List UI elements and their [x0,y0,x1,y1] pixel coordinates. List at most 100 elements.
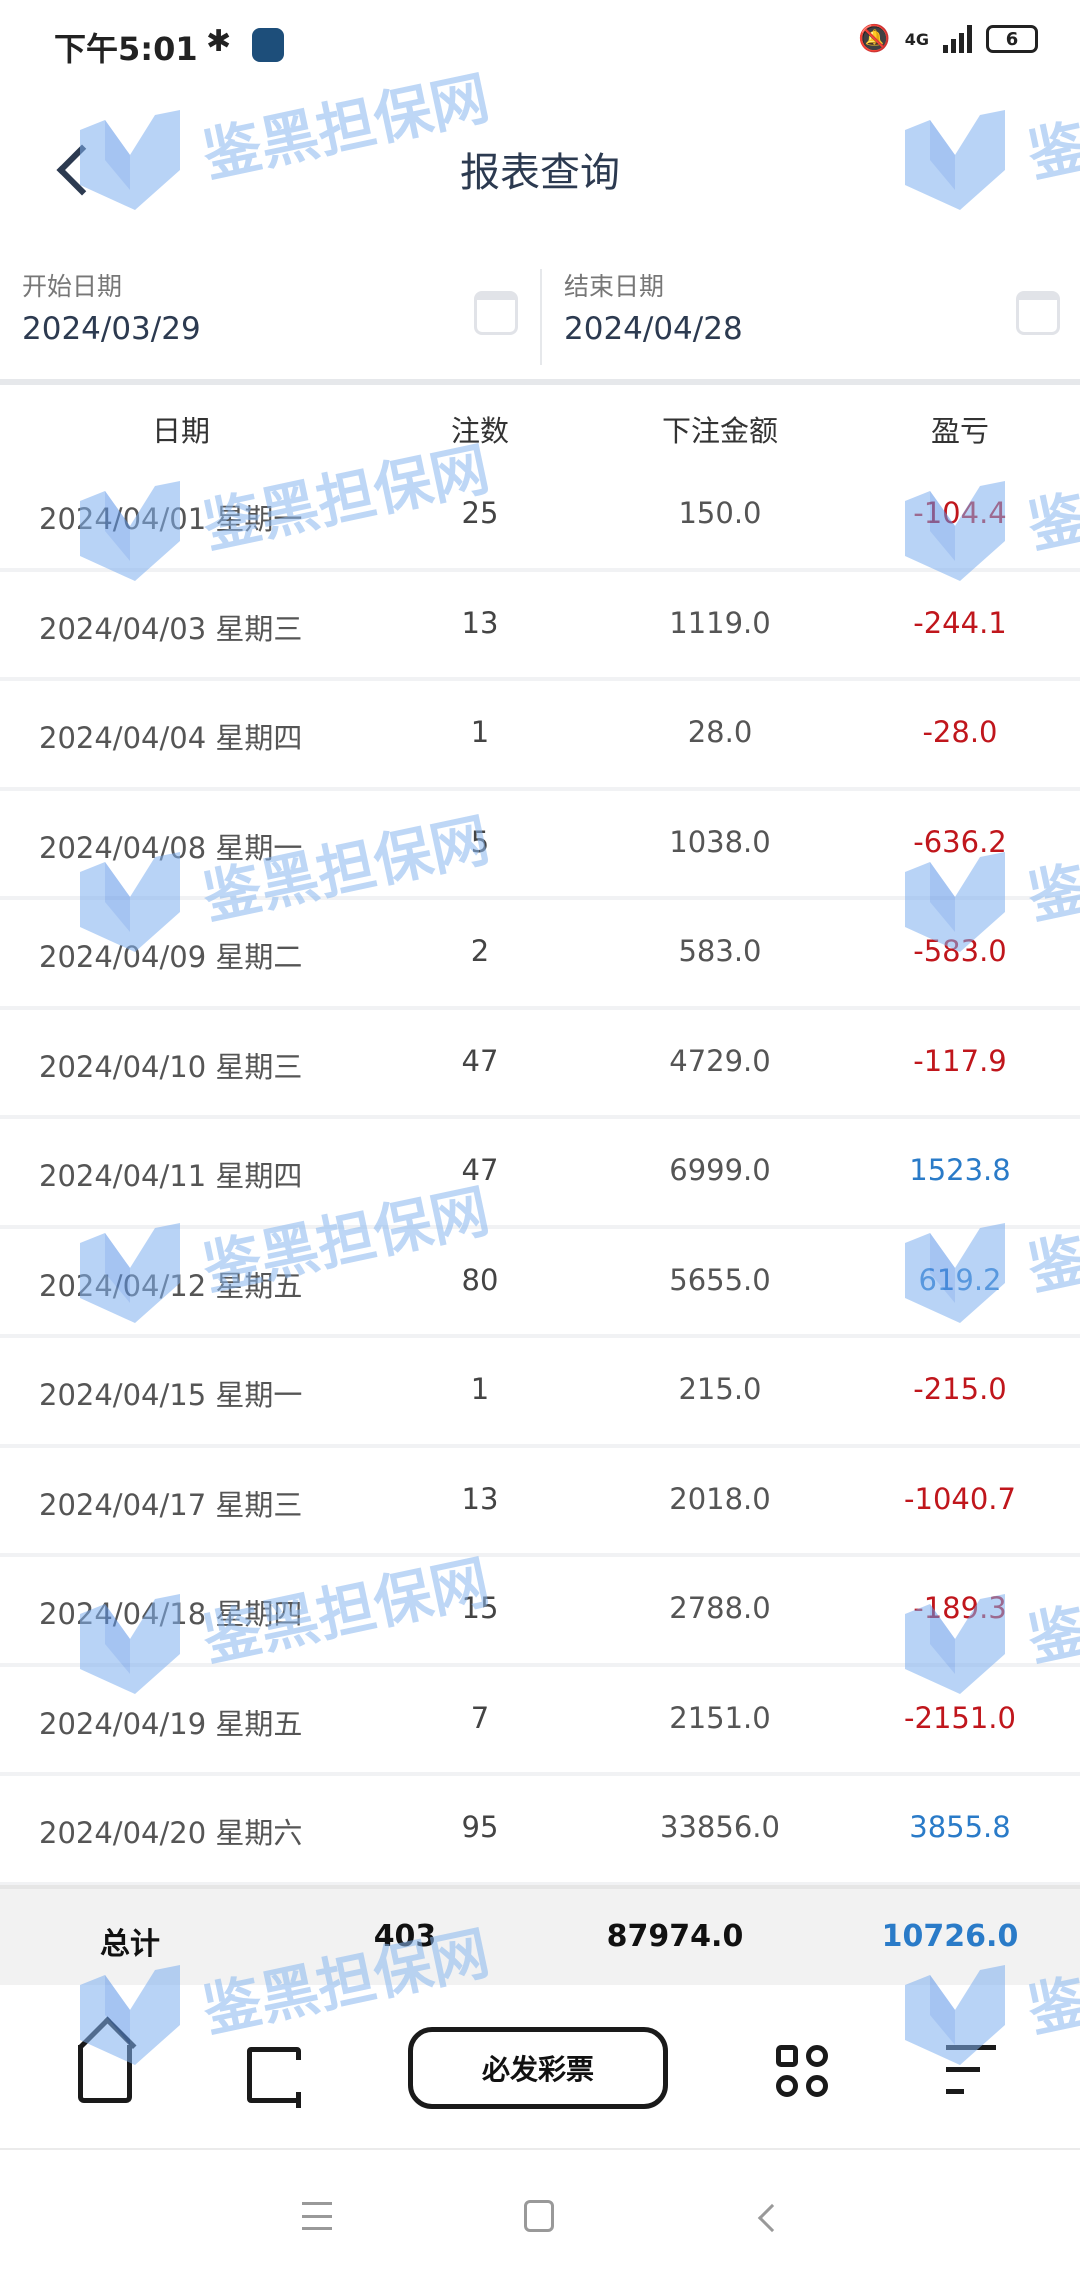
table-row: 2024/04/15 星期一 1 215.0 -215.0 [0,1338,1080,1448]
table-header: 日期 注数 下注金额 盈亏 [0,390,1080,462]
row-pnl: -1040.7 [904,1481,1016,1516]
bluetooth-icon: ✱ [206,24,232,59]
row-pnl: -2151.0 [904,1700,1016,1735]
table-row: 2024/04/09 星期二 2 583.0 -583.0 [0,900,1080,1010]
battery-icon: 6 [986,25,1038,53]
row-date: 2024/04/15 星期一 [39,1378,303,1412]
bottom-nav: 必发彩票 [0,1985,1080,2150]
row-date: 2024/04/03 星期三 [39,611,303,646]
back-nav-icon[interactable] [757,2203,787,2233]
row-amount: 2788.0 [669,1591,771,1625]
row-date: 2024/04/19 星期五 [39,1706,303,1741]
calendar-icon[interactable] [1016,291,1060,335]
row-amount: 33856.0 [660,1810,780,1844]
row-amount: 2151.0 [669,1700,771,1735]
row-date: 2024/04/01 星期一 [39,502,303,536]
network-type: 4G [904,29,929,49]
column-count: 注数 [450,414,509,448]
row-pnl: 1523.8 [909,1153,1011,1187]
column-amount: 下注金额 [661,414,778,448]
table-row: 2024/04/03 星期三 13 1119.0 -244.1 [0,572,1080,681]
summary-row: 总计 403 87974.0 10726.0 [0,1885,1080,1985]
home-nav-icon[interactable] [524,2200,554,2232]
table-row: 2024/04/04 星期四 1 28.0 -28.0 [0,681,1080,791]
row-pnl: -28.0 [922,715,998,749]
summary-count: 403 [373,1919,437,1954]
status-bar: 下午5:01 ✱ 🔕 4G 6 [0,0,1080,90]
row-amount: 583.0 [678,934,762,968]
table-row: 2024/04/01 星期一 25 150.0 -104.4 [0,462,1080,572]
row-amount: 6999.0 [669,1153,771,1187]
end-date-label: 结束日期 [564,272,665,301]
home-icon[interactable] [78,2045,132,2103]
row-amount: 215.0 [678,1372,762,1406]
row-count: 1 [470,1372,490,1406]
row-amount: 1119.0 [669,605,771,640]
start-date-field[interactable]: 开始日期 2024/03/29 [0,255,540,375]
end-date-value: 2024/04/28 [564,311,743,347]
status-time: 下午5:01 [54,30,198,68]
table-row: 2024/04/10 星期三 47 4729.0 -117.9 [0,1010,1080,1119]
row-count: 7 [470,1700,490,1735]
row-date: 2024/04/17 星期三 [39,1487,303,1522]
row-count: 15 [461,1591,499,1625]
row-count: 47 [461,1153,499,1187]
row-date: 2024/04/09 星期二 [39,940,303,974]
row-count: 1 [470,715,490,749]
mute-icon: 🔕 [858,24,891,54]
recents-icon[interactable] [302,2202,332,2230]
menu-icon[interactable] [946,2045,996,2095]
row-pnl: -583.0 [913,934,1007,968]
page-title: 报表查询 [460,150,620,196]
table-row: 2024/04/11 星期四 47 6999.0 1523.8 [0,1119,1080,1229]
row-count: 95 [461,1810,499,1844]
orders-icon[interactable] [247,2047,301,2108]
start-date-label: 开始日期 [22,272,123,301]
row-pnl: -117.9 [913,1043,1007,1078]
table-row: 2024/04/19 星期五 7 2151.0 -2151.0 [0,1667,1080,1776]
row-pnl: -189.3 [913,1591,1007,1625]
app-notification-icon [252,28,284,62]
row-amount: 4729.0 [669,1043,771,1078]
table-row: 2024/04/18 星期四 15 2788.0 -189.3 [0,1557,1080,1667]
header: 报表查询 [0,110,1080,220]
start-date-value: 2024/03/29 [22,311,201,347]
row-date: 2024/04/12 星期五 [39,1268,303,1303]
summary-amount: 87974.0 [606,1919,744,1954]
row-count: 47 [461,1043,499,1078]
row-amount: 28.0 [687,715,753,749]
table-row: 2024/04/20 星期六 95 33856.0 3855.8 [0,1776,1080,1886]
row-date: 2024/04/20 星期六 [39,1816,303,1850]
date-range: 开始日期 2024/03/29 结束日期 2024/04/28 [0,255,1080,385]
apps-icon[interactable] [776,2045,832,2101]
row-pnl: -104.4 [913,496,1007,530]
row-pnl: -636.2 [913,824,1007,859]
signal-icon [943,25,972,53]
row-count: 80 [461,1262,499,1297]
row-pnl: 619.2 [918,1262,1002,1297]
calendar-icon[interactable] [474,291,518,335]
row-amount: 150.0 [678,496,762,530]
row-pnl: -215.0 [913,1372,1007,1406]
system-nav-bar [0,2152,1080,2280]
row-date: 2024/04/11 星期四 [39,1159,303,1193]
row-count: 2 [470,934,490,968]
row-date: 2024/04/18 星期四 [39,1597,303,1631]
row-pnl: 3855.8 [909,1810,1011,1844]
row-amount: 1038.0 [669,824,771,859]
divider [540,269,542,365]
row-pnl: -244.1 [913,605,1007,640]
row-amount: 5655.0 [669,1262,771,1297]
end-date-field[interactable]: 结束日期 2024/04/28 [542,255,1080,375]
row-date: 2024/04/08 星期一 [39,830,303,865]
summary-label: 总计 [100,1927,160,1962]
table-row: 2024/04/12 星期五 80 5655.0 619.2 [0,1229,1080,1338]
row-count: 25 [461,496,499,530]
table-body: 2024/04/01 星期一 25 150.0 -104.4 2024/04/03… [0,462,1080,1886]
row-date: 2024/04/04 星期四 [39,721,303,755]
row-amount: 2018.0 [669,1481,771,1516]
table-row: 2024/04/17 星期三 13 2018.0 -1040.7 [0,1448,1080,1557]
center-lottery-button[interactable]: 必发彩票 [408,2027,668,2109]
row-count: 5 [470,824,490,859]
row-count: 13 [461,605,499,640]
